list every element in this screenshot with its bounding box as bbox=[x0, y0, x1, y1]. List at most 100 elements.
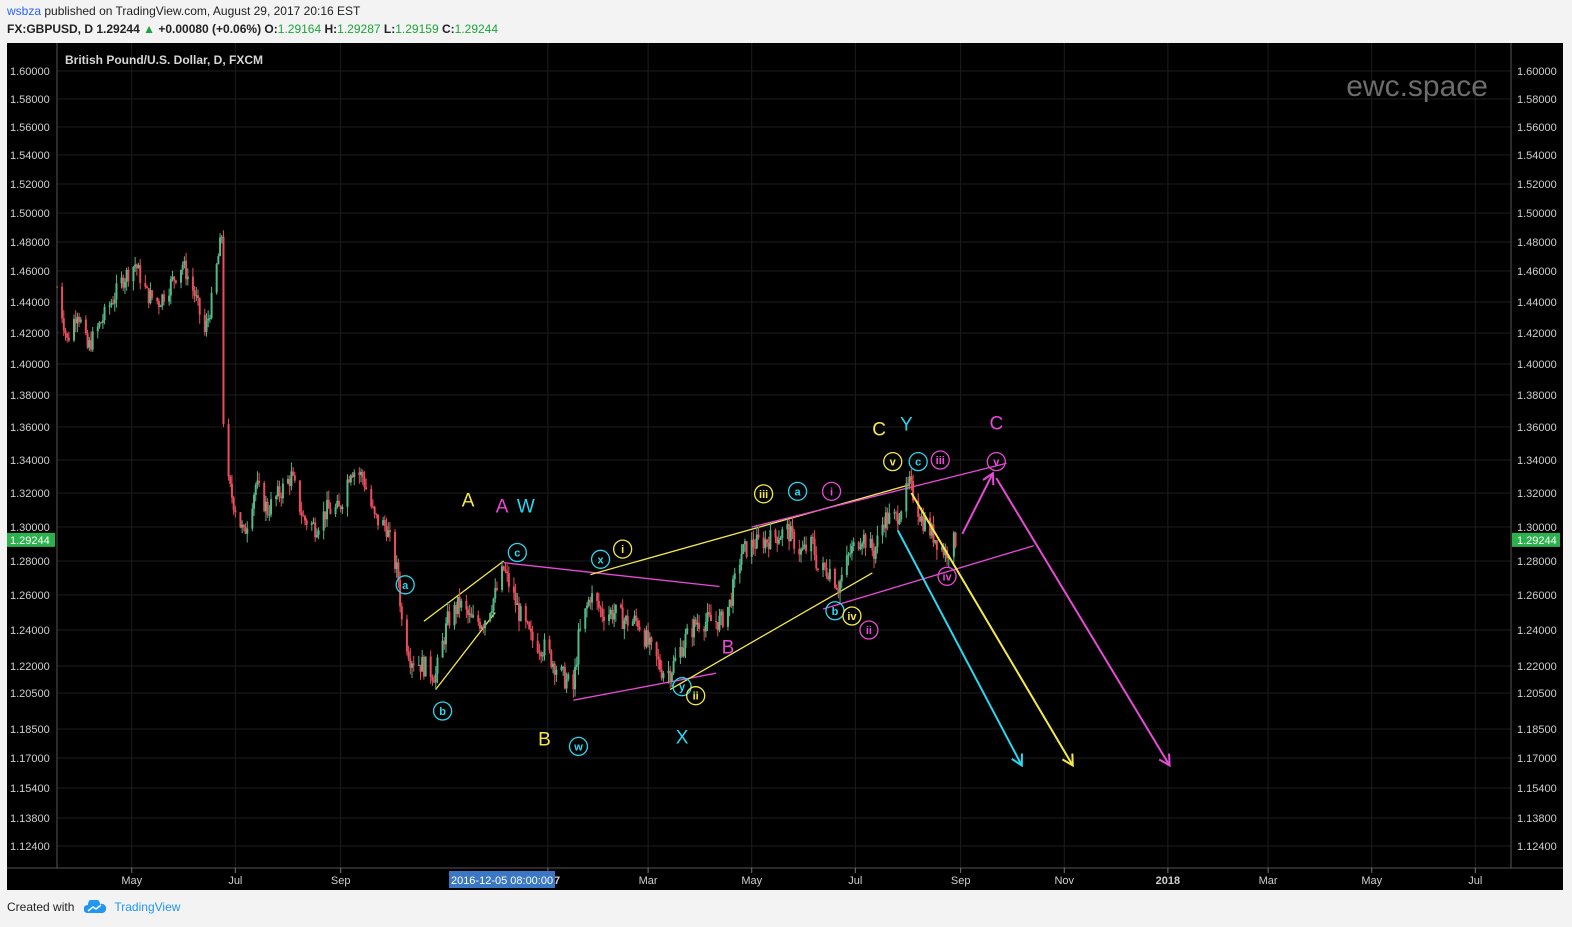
candle-body bbox=[679, 647, 682, 658]
candle-body bbox=[74, 318, 77, 324]
candle-body bbox=[183, 260, 186, 265]
candle-body bbox=[276, 486, 279, 497]
candle-body bbox=[614, 604, 617, 614]
wave-degree-label: B bbox=[722, 637, 735, 658]
y-tick-label-left: 1.26000 bbox=[10, 590, 50, 602]
candle-body bbox=[501, 566, 504, 590]
tradingview-cloud-icon[interactable] bbox=[84, 900, 107, 914]
candle-body bbox=[681, 647, 684, 657]
candle-body bbox=[144, 282, 147, 287]
candle-body bbox=[353, 472, 356, 478]
candle-body bbox=[596, 593, 599, 601]
candle-body bbox=[526, 621, 529, 623]
candle-body bbox=[704, 621, 707, 632]
change-up-icon: ▲ bbox=[143, 22, 155, 36]
wave-degree-label: C bbox=[989, 413, 1003, 434]
publish-info: wsbza published on TradingView.com, Augu… bbox=[7, 4, 360, 18]
candle-body bbox=[67, 337, 70, 341]
candle-body bbox=[326, 499, 329, 520]
tradingview-link[interactable]: TradingView bbox=[114, 900, 181, 914]
author-link[interactable]: wsbza bbox=[7, 4, 42, 18]
candle-body bbox=[86, 333, 89, 348]
candle-body bbox=[833, 569, 836, 588]
candle-body bbox=[317, 530, 320, 535]
price-label-left-box bbox=[7, 532, 55, 547]
candle-body bbox=[472, 615, 475, 618]
candle-body bbox=[113, 299, 116, 304]
candle-body bbox=[186, 276, 189, 280]
candle-body bbox=[871, 538, 874, 551]
wave-circle bbox=[842, 606, 862, 626]
candle-body bbox=[732, 579, 735, 606]
candle-body bbox=[754, 547, 757, 549]
candle-body bbox=[917, 500, 920, 517]
y-tick-label-left: 1.13800 bbox=[10, 813, 50, 825]
candle-body bbox=[358, 472, 361, 475]
y-tick-label-left: 1.12400 bbox=[10, 841, 50, 853]
candle-body bbox=[660, 669, 663, 679]
candle-body bbox=[708, 612, 711, 615]
y-tick-label-right: 1.15400 bbox=[1517, 783, 1557, 795]
y-tick-label-right: 1.40000 bbox=[1517, 359, 1557, 371]
wave-circle-label: iii bbox=[759, 489, 768, 501]
candle-body bbox=[253, 494, 256, 509]
price-axis[interactable]: 1.60000 1.60000 1.58000 1.58000 1.56000 1.560… bbox=[7, 66, 1560, 853]
candle-body bbox=[536, 640, 539, 653]
y-tick-label-left: 1.38000 bbox=[10, 390, 50, 402]
wave-circle-label: iv bbox=[942, 571, 952, 583]
candle-body bbox=[151, 290, 154, 298]
candle-body bbox=[405, 619, 408, 652]
wave-circle-label: ii bbox=[866, 625, 872, 637]
wave-circle-label: ii bbox=[693, 691, 699, 703]
candle-body bbox=[146, 286, 149, 289]
candle-body bbox=[78, 316, 81, 322]
candle-body bbox=[246, 528, 249, 534]
candle-body bbox=[645, 630, 648, 647]
symbol-name: FX:GBPUSD, D bbox=[7, 22, 94, 36]
y-tick-label-right: 1.48000 bbox=[1517, 237, 1557, 249]
candle-body bbox=[110, 302, 113, 306]
y-tick-label-left: 1.24000 bbox=[10, 625, 50, 637]
candle-body bbox=[781, 529, 784, 538]
candle-body bbox=[655, 642, 658, 657]
candle-body bbox=[443, 640, 446, 645]
candle-body bbox=[900, 511, 903, 520]
candle-body bbox=[565, 679, 568, 689]
candle-body bbox=[691, 628, 694, 638]
time-axis[interactable]: MayJulSep2017MarMayJulSepNov2018MarMayJu… bbox=[121, 868, 1482, 888]
watermark: ewc.space bbox=[1346, 70, 1488, 103]
wave-circle bbox=[686, 686, 706, 706]
candle-body bbox=[538, 652, 541, 654]
candle-body bbox=[636, 620, 639, 627]
candle-body bbox=[674, 657, 677, 661]
candle-body bbox=[495, 588, 498, 590]
wave-circle bbox=[937, 566, 957, 586]
candle-body bbox=[149, 290, 152, 304]
candle-body bbox=[597, 600, 600, 608]
candle-body bbox=[922, 516, 925, 531]
candle-body bbox=[120, 277, 123, 284]
trend-line bbox=[590, 484, 910, 576]
candle-body bbox=[407, 651, 410, 659]
candle-body bbox=[774, 530, 777, 537]
candle-body bbox=[803, 544, 806, 549]
candle-body bbox=[370, 489, 373, 507]
candle-body bbox=[127, 269, 130, 282]
candle-body bbox=[954, 532, 957, 547]
candle-body bbox=[716, 622, 719, 631]
candle-body bbox=[91, 331, 94, 350]
footer: Created with TradingView bbox=[7, 900, 180, 914]
candle-body bbox=[934, 540, 937, 543]
candle-body bbox=[738, 564, 741, 574]
candle-body bbox=[346, 479, 349, 507]
candle-body bbox=[310, 523, 313, 525]
candle-body bbox=[609, 609, 612, 615]
candle-body bbox=[287, 479, 290, 484]
candle-body bbox=[62, 318, 65, 331]
candle-body bbox=[929, 517, 932, 536]
candle-body bbox=[799, 549, 802, 555]
wave-circle bbox=[432, 701, 453, 721]
arrow-head bbox=[1061, 753, 1074, 768]
